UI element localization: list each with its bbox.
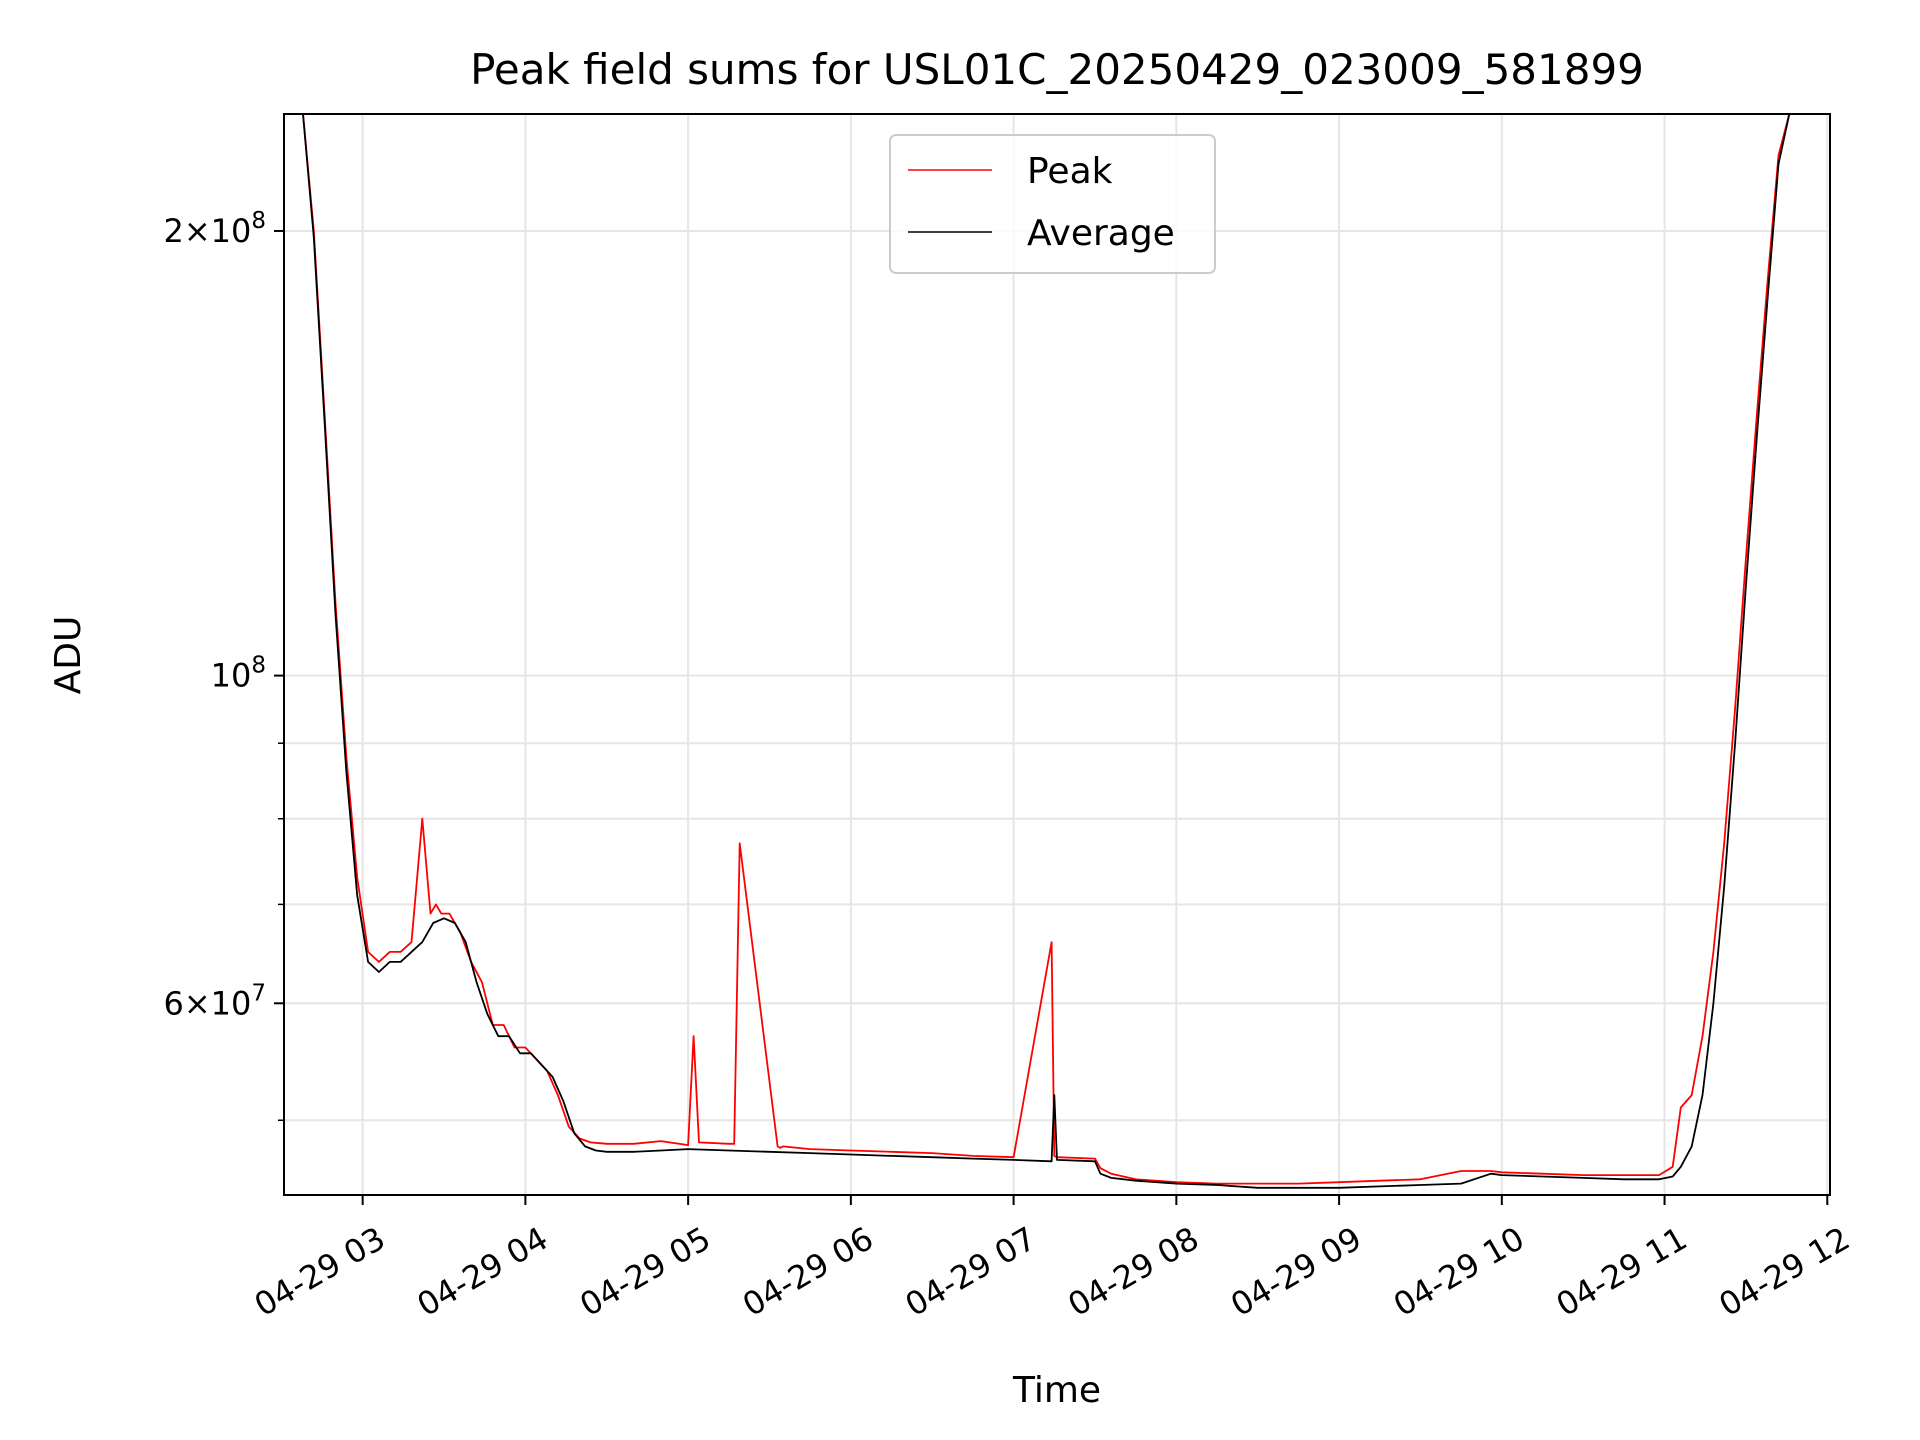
series-line-peak: [302, 113, 1811, 1185]
series-lines: [302, 113, 1811, 1189]
y-tick-label: 2×108: [163, 208, 266, 250]
y-axis-label: ADU: [48, 616, 89, 695]
legend: Peak Average: [889, 134, 1216, 274]
series-line-average: [302, 113, 1811, 1189]
y-tick-label: 108: [211, 653, 266, 695]
x-axis-label: Time: [1012, 1370, 1101, 1411]
y-axis-ticks: 2×108 108 6×107: [163, 208, 284, 1121]
legend-label-average: Average: [1027, 213, 1175, 254]
legend-label-peak: Peak: [1027, 151, 1113, 192]
plot-frame: [283, 113, 1831, 1196]
y-tick-label: 6×107: [163, 980, 266, 1022]
chart-title: Peak field sums for USL01C_20250429_0230…: [470, 45, 1644, 94]
